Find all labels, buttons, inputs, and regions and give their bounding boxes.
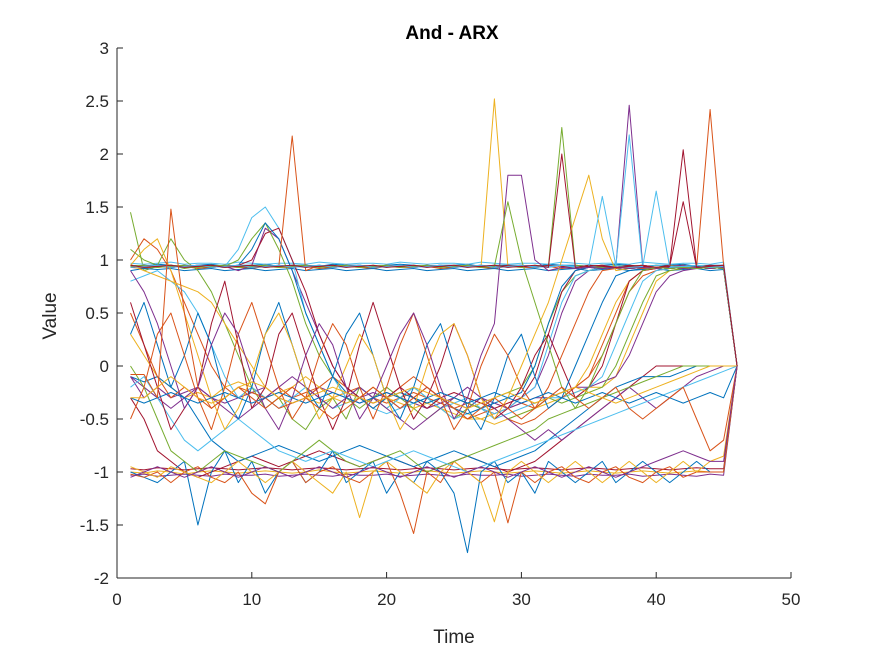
series-line-46 — [130, 365, 738, 478]
x-ticks: 0 10 20 30 40 50 — [112, 572, 800, 609]
y-tick-label: -2 — [94, 569, 109, 588]
series-line-31 — [130, 365, 738, 523]
series-line-34 — [130, 365, 738, 473]
series-line-32 — [130, 365, 738, 441]
y-tick-label: 3 — [100, 39, 109, 58]
x-tick-label: 40 — [647, 590, 666, 609]
y-axis-label: Value — [40, 292, 61, 339]
x-tick-label: 30 — [512, 590, 531, 609]
y-tick-label: -1.5 — [80, 516, 109, 535]
y-tick-label: 0.5 — [85, 304, 109, 323]
series-line-30 — [130, 365, 738, 534]
series-line-35 — [130, 266, 738, 431]
y-tick-label: 2.5 — [85, 92, 109, 111]
series-line-11 — [130, 266, 738, 415]
x-tick-label: 10 — [242, 590, 261, 609]
y-tick-label: 1.5 — [85, 198, 109, 217]
y-tick-label: 1 — [100, 251, 109, 270]
y-tick-label: -0.5 — [80, 410, 109, 429]
x-tick-label: 0 — [112, 590, 121, 609]
x-axis-label: Time — [433, 627, 475, 648]
y-ticks: -2 -1.5 -1 -0.5 0 0.5 1 1.5 2 2.5 3 — [80, 39, 123, 588]
series-layer — [130, 98, 738, 554]
y-tick-label: 2 — [100, 145, 109, 164]
series-line-45 — [130, 365, 738, 409]
series-line-36 — [130, 266, 738, 431]
series-line-39 — [130, 174, 738, 431]
y-tick-label: 0 — [100, 357, 109, 376]
series-line-3 — [130, 365, 738, 475]
x-tick-label: 20 — [377, 590, 396, 609]
x-tick-label: 50 — [782, 590, 801, 609]
chart-title: And - ARX — [405, 23, 499, 44]
y-tick-label: -1 — [94, 463, 109, 482]
series-line-7 — [130, 365, 738, 471]
series-line-41 — [130, 190, 738, 367]
series-line-42 — [130, 153, 738, 367]
